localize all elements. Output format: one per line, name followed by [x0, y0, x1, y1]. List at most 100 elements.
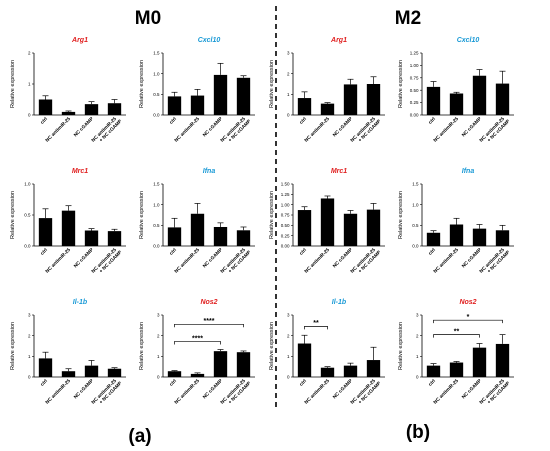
bar	[320, 103, 335, 115]
category-label: ctrl	[298, 378, 308, 388]
y-tick-label: 0	[157, 375, 160, 380]
category-label: ctrl	[427, 116, 437, 126]
y-tick-label: 0	[28, 375, 31, 380]
category-label-line: NC cGAMP	[202, 116, 225, 139]
y-axis-label: Relative expression	[398, 322, 404, 370]
category-label: ctrl	[427, 247, 437, 257]
y-tick-label: 0	[287, 375, 290, 380]
y-tick-label: 0.0	[24, 244, 31, 249]
y-tick-label: 0.0	[153, 244, 160, 249]
category-label: NC antimiR-25+ NC cGAMP	[478, 376, 511, 409]
y-tick-label: 0.25	[281, 233, 290, 238]
category-label: NC antimiR-25+ NC cGAMP	[219, 376, 252, 409]
y-axis-label: Relative expression	[10, 191, 16, 239]
y-tick-label: 0.5	[24, 213, 31, 218]
y-tick-label: 0.5	[153, 223, 160, 228]
category-label-line: NC antimiR-25	[303, 247, 331, 275]
y-tick-label: 0.00	[410, 113, 419, 118]
significance-label: ****	[204, 318, 215, 325]
category-label: NC cGAMP	[202, 116, 225, 139]
category-label-line: NC cGAMP	[461, 116, 484, 139]
category-label: NC antimiR-25	[44, 247, 72, 275]
y-tick-label: 2	[287, 333, 290, 338]
y-axis-label: Relative expression	[269, 60, 275, 108]
bar	[343, 365, 358, 377]
y-tick-label: 3	[28, 313, 31, 318]
category-label: NC antimiR-25+ NC cGAMP	[349, 245, 382, 278]
y-axis-label: Relative expression	[139, 191, 145, 239]
chart-title: Cxcl10	[457, 37, 480, 44]
bar	[84, 365, 99, 377]
category-label-line: ctrl	[39, 378, 49, 388]
y-tick-label: 0.75	[281, 213, 290, 218]
chart-title: Ifna	[203, 168, 216, 175]
category-label: NC antimiR-25+ NC cGAMP	[349, 114, 382, 147]
y-tick-label: 2	[287, 71, 290, 76]
chart-title: Il-1b	[332, 299, 347, 306]
category-label: ctrl	[39, 247, 49, 257]
category-label: NC antimiR-25	[173, 378, 201, 406]
category-label: NC antimiR-25	[303, 116, 331, 144]
y-tick-label: 0	[416, 375, 419, 380]
bar	[236, 77, 251, 115]
category-label-line: NC antimiR-25	[173, 247, 201, 275]
category-label: NC antimiR-25+ NC cGAMP	[219, 245, 252, 278]
category-label-line: NC antimiR-25	[303, 116, 331, 144]
y-tick-label: 2	[157, 333, 160, 338]
bar	[213, 226, 228, 246]
category-label: NC antimiR-25	[432, 116, 460, 144]
category-label: NC cGAMP	[202, 378, 225, 401]
y-tick-label: 1.5	[153, 182, 160, 187]
bar	[38, 218, 53, 246]
y-tick-label: 2	[28, 51, 31, 56]
y-tick-label: 0.00	[281, 244, 290, 249]
category-label-line: ctrl	[298, 116, 308, 126]
category-label: NC cGAMP	[202, 247, 225, 270]
bar	[190, 373, 205, 377]
category-label-line: NC cGAMP	[461, 247, 484, 270]
category-label-line: NC antimiR-25	[44, 116, 72, 144]
category-label: NC antimiR-25	[303, 378, 331, 406]
chart-title: Ifna	[462, 168, 475, 175]
y-axis-label: Relative expression	[139, 322, 145, 370]
chart-title: Cxcl10	[198, 37, 221, 44]
y-tick-label: 1	[287, 354, 290, 359]
category-label-line: ctrl	[39, 116, 49, 126]
category-label-line: NC antimiR-25	[173, 116, 201, 144]
bar	[167, 227, 182, 246]
y-tick-label: 2	[28, 333, 31, 338]
bar	[190, 213, 205, 246]
bar	[495, 343, 510, 377]
bar	[426, 86, 441, 115]
category-label: ctrl	[168, 247, 178, 257]
chart-4: Cxcl10 Relative expression 0.00 0.25 0.50 0.7…	[398, 37, 514, 144]
category-label-line: NC cGAMP	[332, 116, 355, 139]
y-tick-label: 0.50	[410, 88, 419, 93]
significance-label: *	[467, 314, 470, 321]
bar	[297, 343, 312, 377]
y-tick-label: 1	[28, 82, 31, 87]
category-label-line: NC antimiR-25	[432, 247, 460, 275]
category-label-line: NC antimiR-25	[173, 378, 201, 406]
bar	[190, 95, 205, 115]
significance-bracket	[304, 326, 328, 330]
heading-m2: M2	[395, 8, 421, 29]
category-label: NC cGAMP	[332, 247, 355, 270]
y-tick-label: 1.00	[410, 63, 419, 68]
category-label-line: NC cGAMP	[332, 247, 355, 270]
chart-title: Nos2	[459, 299, 476, 306]
y-tick-label: 3	[287, 51, 290, 56]
bar	[366, 360, 381, 377]
category-label: NC cGAMP	[332, 378, 355, 401]
category-label: NC antimiR-25+ NC cGAMP	[219, 114, 252, 147]
y-tick-label: 3	[157, 313, 160, 318]
category-label: ctrl	[39, 378, 49, 388]
chart-7: Mrc1 Relative expression 0.00 0.25 0.50 0.75 1…	[269, 168, 385, 278]
bar	[472, 75, 487, 115]
category-label: NC antimiR-25	[432, 378, 460, 406]
category-label: NC cGAMP	[73, 247, 96, 270]
category-label: ctrl	[168, 378, 178, 388]
